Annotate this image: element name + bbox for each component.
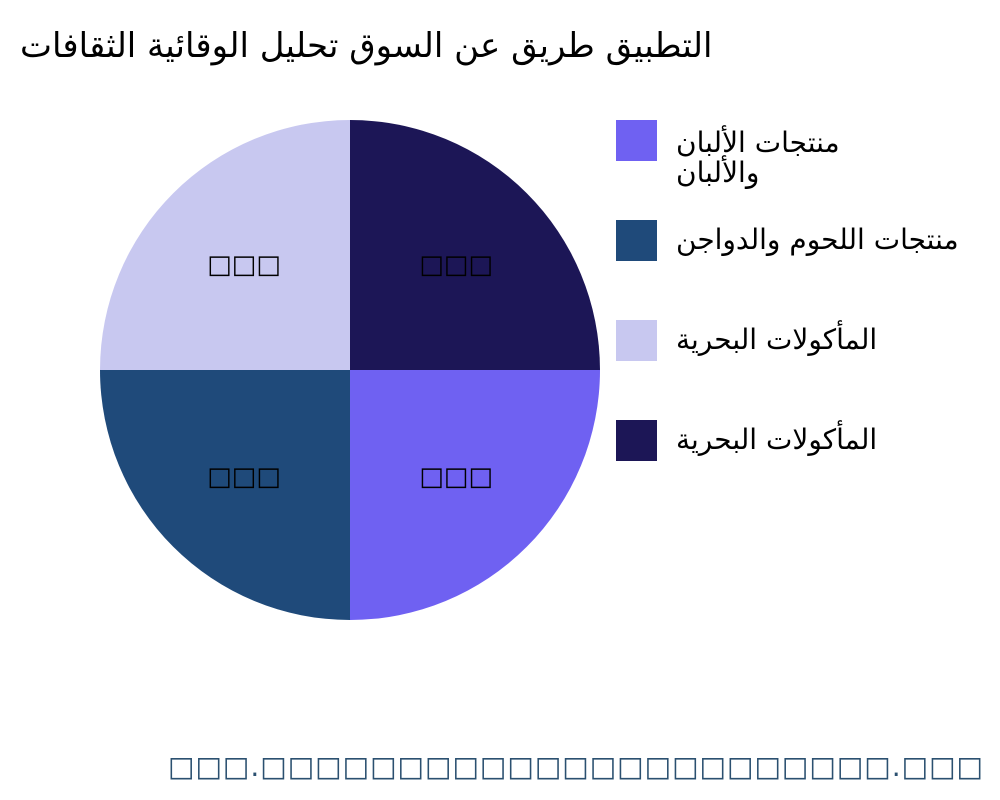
pie-slice (100, 120, 350, 370)
legend-label: منتجات الألبان والألبان (676, 126, 840, 189)
legend-swatch (616, 320, 657, 361)
chart-title: التطبيق طريق عن السوق تحليل الوقائية الث… (20, 26, 713, 66)
legend-swatch (616, 420, 657, 461)
pie-slice (100, 370, 350, 620)
legend-item: منتجات الألبان والألبان (616, 120, 840, 188)
legend-label: المأكولات البحرية (676, 423, 878, 456)
legend-label: المأكولات البحرية (676, 323, 878, 356)
legend-item: المأكولات البحرية (616, 320, 877, 361)
slice-data-label: □□□ (419, 462, 493, 492)
legend-item: المأكولات البحرية (616, 420, 877, 461)
pie-slice (350, 120, 600, 370)
pie-slice (350, 370, 600, 620)
legend-item: منتجات اللحوم والدواجن (616, 220, 959, 261)
legend-label: منتجات اللحوم والدواجن (676, 223, 959, 256)
footer-url: □□□.□□□□□□□□□□□□□□□□□□□□□□□.□□□ (168, 750, 984, 783)
slice-data-label: □□□ (207, 462, 281, 492)
slice-data-label: □□□ (207, 250, 281, 280)
legend-swatch (616, 120, 657, 161)
slice-data-label: □□□ (419, 250, 493, 280)
legend-swatch (616, 220, 657, 261)
